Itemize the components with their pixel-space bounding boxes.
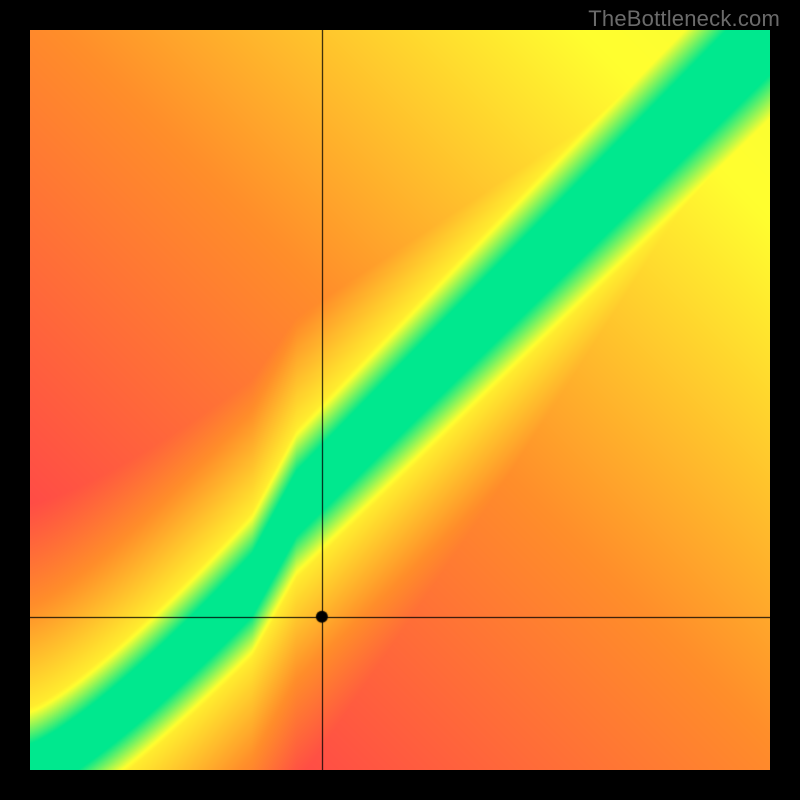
watermark-text: TheBottleneck.com	[588, 6, 780, 32]
crosshair-overlay	[30, 30, 770, 770]
